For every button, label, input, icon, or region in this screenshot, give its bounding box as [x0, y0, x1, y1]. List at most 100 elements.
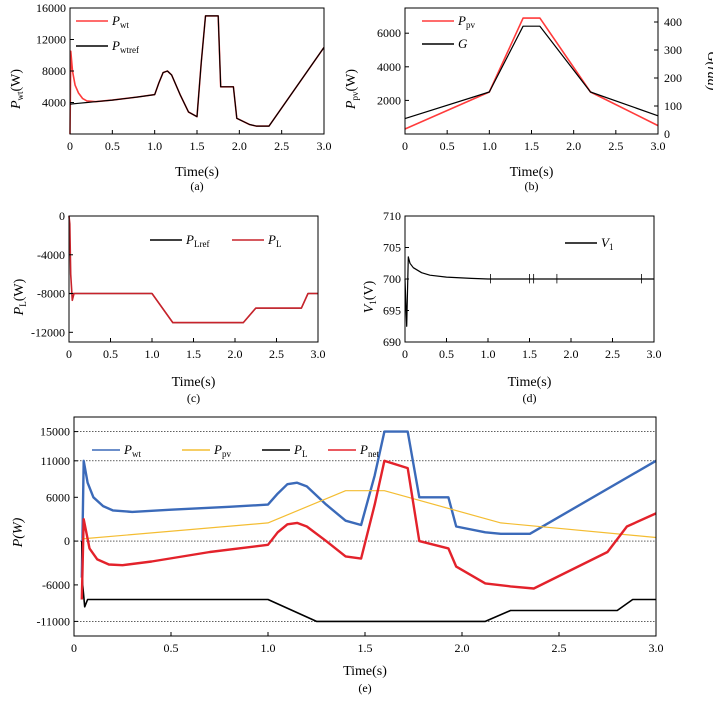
x-axis-label: Time(s): [172, 375, 216, 390]
chart-e: 0 0.5 1.0 1.5 2.0 2.5 3.0 15000 11000 6000 0 -6000 -…: [11, 416, 664, 695]
legend-label: PL: [293, 442, 307, 459]
series-p-net: [80, 459, 657, 600]
legend-item: PLref: [150, 232, 209, 249]
y2-tick-label: 200: [664, 71, 682, 85]
y-tick-label: 11000: [40, 454, 70, 468]
x-tick-label: 1.0: [147, 139, 162, 153]
x-tick-label: 1.5: [524, 139, 539, 153]
y-tick-label: 2000: [377, 93, 401, 107]
x-tick-label: 0.5: [440, 139, 455, 153]
y-axis-label: P(W): [11, 517, 26, 548]
legend-item: Pwtref: [76, 38, 139, 55]
panel-caption: (a): [190, 179, 203, 193]
y2-tick-label: 300: [664, 43, 682, 57]
y-tick-label: -4000: [37, 248, 65, 262]
x-tick-label: 2.0: [564, 347, 579, 361]
y-axis-label: Ppv(W): [344, 69, 360, 110]
x-tick-label: 2.0: [232, 139, 247, 153]
x-axis-label: Time(s): [175, 165, 219, 180]
y-axis-label: PL(W): [12, 278, 28, 316]
legend-item: Pwt: [76, 13, 129, 30]
y2-axis-label: G(rad): [704, 52, 713, 91]
legend-label: Ppv: [457, 13, 475, 30]
x-tick-label: 3.0: [311, 347, 326, 361]
x-tick-label: 1.5: [190, 139, 205, 153]
x-tick-label: 2.0: [455, 641, 470, 655]
x-tick-label: 0: [402, 347, 408, 361]
legend-label: G: [458, 36, 468, 51]
legend-item: V1: [565, 235, 613, 252]
legend-item: PL: [262, 442, 307, 459]
legend-label: Pwt: [111, 13, 129, 30]
series-p-wt: [80, 430, 657, 578]
x-tick-label: 0: [67, 139, 73, 153]
chart-a: 0 0.5 1.0 1.5 2.0 2.5 3.0 4000 8000 12000 16000 Tim…: [9, 1, 332, 193]
y-tick-label: -6000: [42, 578, 70, 592]
y-tick-label: -8000: [37, 287, 65, 301]
plot-frame: [404, 7, 659, 135]
x-tick-label: 0: [402, 139, 408, 153]
y-tick-label: 15000: [40, 425, 70, 439]
y-tick-label: 705: [383, 241, 401, 255]
x-tick-label: 3.0: [651, 139, 666, 153]
legend-label: PL: [267, 232, 281, 249]
y-tick-label: 6000: [46, 490, 70, 504]
legend-label: Pnet: [359, 442, 379, 459]
y-axis-label: V1(V): [362, 280, 378, 313]
legend-item: Ppv: [422, 13, 475, 30]
y-axis-label: Pwt(W): [9, 69, 25, 110]
y-tick-label: 710: [383, 209, 401, 223]
y-tick-label: 12000: [36, 33, 66, 47]
legend-label: V1: [601, 235, 613, 252]
legend-label: PLref: [185, 232, 209, 249]
x-tick-label: 2.0: [566, 139, 581, 153]
x-tick-label: 2.5: [269, 347, 284, 361]
x-tick-label: 0.5: [103, 347, 118, 361]
y-tick-label: 695: [383, 304, 401, 318]
legend-label: Ppv: [213, 442, 231, 459]
y-tick-label: 4000: [377, 60, 401, 74]
series-p-l: [68, 215, 318, 324]
chart-c: 0 0.5 1.0 1.5 2.0 2.5 3.0 0 -4000 -8000 -12000 Time…: [12, 209, 326, 405]
series-p-pv: [81, 490, 657, 540]
panel-caption: (b): [525, 179, 539, 193]
legend-item: Pwt: [92, 442, 141, 459]
x-tick-label: 1.5: [186, 347, 201, 361]
x-tick-label: 3.0: [647, 347, 662, 361]
x-tick-label: 0.5: [164, 641, 179, 655]
series-g: [404, 25, 659, 120]
y-tick-label: 8000: [42, 64, 66, 78]
legend-label: Pwtref: [111, 38, 139, 55]
legend-item: Ppv: [182, 442, 231, 459]
y-tick-label: 0: [59, 209, 65, 223]
panel-caption: (c): [187, 391, 200, 405]
series-p-l: [81, 541, 656, 623]
x-tick-label: 2.0: [228, 347, 243, 361]
y2-tick-label: 400: [664, 15, 682, 29]
x-tick-label: 2.5: [608, 139, 623, 153]
x-tick-label: 2.5: [605, 347, 620, 361]
panel-caption: (d): [523, 391, 537, 405]
x-axis-label: Time(s): [508, 375, 552, 390]
x-tick-label: 0.5: [105, 139, 120, 153]
x-tick-label: 0: [71, 641, 77, 655]
legend-item: PL: [232, 232, 281, 249]
x-tick-label: 2.5: [274, 139, 289, 153]
legend-label: Pwt: [123, 442, 141, 459]
y2-tick-label: 100: [664, 99, 682, 113]
y2-tick-label: 0: [664, 127, 670, 141]
x-tick-label: 1.0: [261, 641, 276, 655]
x-tick-label: 3.0: [317, 139, 332, 153]
series-p-wtref: [69, 15, 325, 127]
series-v-1: [404, 256, 654, 327]
chart-d: 0 0.5 1.0 1.5 2.0 2.5 3.0 690 695 700 705 710 Time(s…: [362, 209, 662, 405]
x-axis-label: Time(s): [343, 664, 387, 679]
x-tick-label: 2.5: [552, 641, 567, 655]
panel-caption: (e): [358, 681, 371, 695]
x-tick-label: 0: [66, 347, 72, 361]
x-tick-label: 0.5: [439, 347, 454, 361]
x-tick-label: 1.5: [358, 641, 373, 655]
y-tick-label: 0: [64, 534, 70, 548]
legend-item: G: [422, 36, 468, 51]
